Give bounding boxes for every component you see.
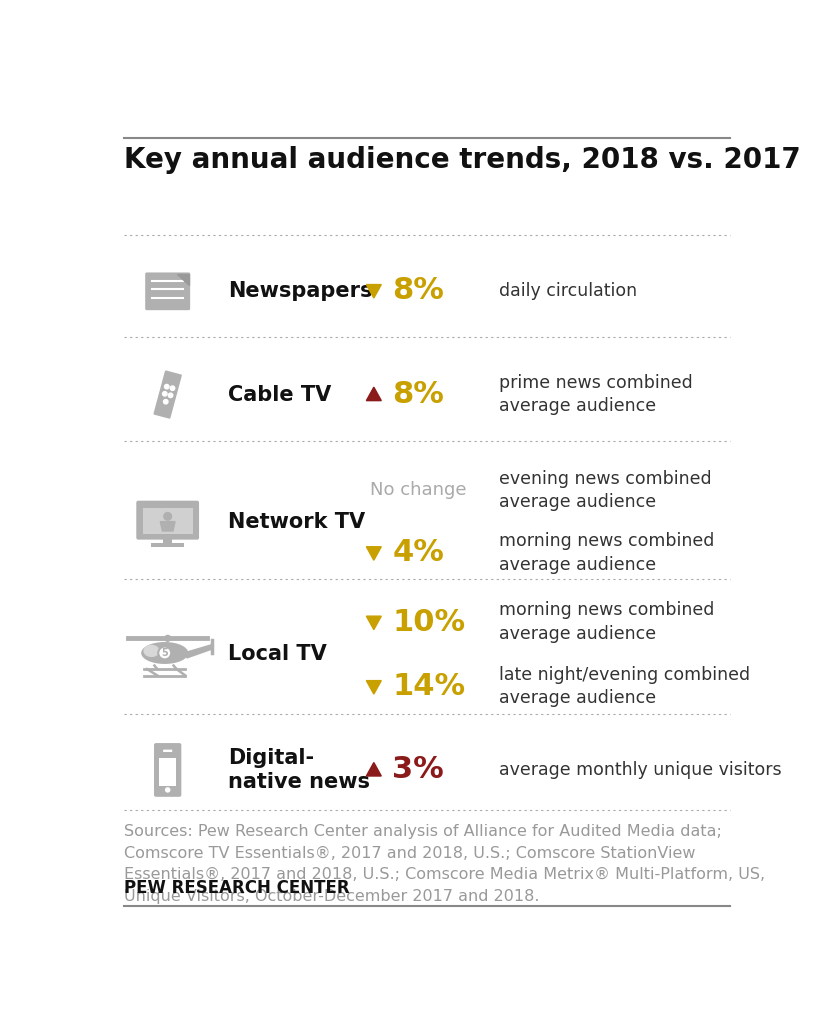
Text: 3%: 3% <box>392 755 444 785</box>
Text: Sources: Pew Research Center analysis of Alliance for Audited Media data;
Comsco: Sources: Pew Research Center analysis of… <box>123 825 765 904</box>
FancyBboxPatch shape <box>145 272 190 310</box>
Polygon shape <box>160 522 175 531</box>
Circle shape <box>168 393 172 398</box>
Text: morning news combined
average audience: morning news combined average audience <box>499 602 715 643</box>
FancyBboxPatch shape <box>154 743 182 797</box>
Polygon shape <box>367 387 382 401</box>
Polygon shape <box>154 371 182 418</box>
Text: evening news combined
average audience: evening news combined average audience <box>499 470 712 512</box>
Circle shape <box>163 400 168 404</box>
Ellipse shape <box>141 642 188 664</box>
Text: 8%: 8% <box>392 276 444 305</box>
Ellipse shape <box>143 644 160 657</box>
Text: Network TV: Network TV <box>228 512 365 532</box>
Text: Local TV: Local TV <box>228 644 327 665</box>
Text: 8%: 8% <box>392 381 444 409</box>
Text: Key annual audience trends, 2018 vs. 2017: Key annual audience trends, 2018 vs. 201… <box>123 146 801 174</box>
Polygon shape <box>187 644 213 658</box>
Polygon shape <box>177 274 188 285</box>
Text: morning news combined
average audience: morning news combined average audience <box>499 532 715 574</box>
FancyBboxPatch shape <box>142 508 192 534</box>
FancyBboxPatch shape <box>137 500 199 540</box>
Text: 4%: 4% <box>392 538 444 568</box>
Bar <box>152 543 184 547</box>
Circle shape <box>158 647 172 660</box>
Text: PEW RESEARCH CENTER: PEW RESEARCH CENTER <box>123 879 349 896</box>
Text: No change: No change <box>370 482 466 499</box>
Text: daily circulation: daily circulation <box>499 281 637 300</box>
Circle shape <box>165 635 171 641</box>
Circle shape <box>162 392 167 396</box>
Text: 5: 5 <box>162 648 168 658</box>
Bar <box>163 538 172 543</box>
Text: 10%: 10% <box>392 608 466 636</box>
Text: 14%: 14% <box>392 672 466 701</box>
Circle shape <box>164 513 172 520</box>
Polygon shape <box>367 616 382 629</box>
Polygon shape <box>367 284 382 298</box>
FancyBboxPatch shape <box>163 750 172 752</box>
Circle shape <box>165 787 171 793</box>
Text: prime news combined
average audience: prime news combined average audience <box>499 373 693 415</box>
Polygon shape <box>367 762 382 776</box>
Text: Cable TV: Cable TV <box>228 385 332 404</box>
Text: average monthly unique visitors: average monthly unique visitors <box>499 761 782 779</box>
Polygon shape <box>367 546 382 561</box>
Polygon shape <box>367 680 382 694</box>
Circle shape <box>164 385 169 389</box>
Text: late night/evening combined
average audience: late night/evening combined average audi… <box>499 666 751 708</box>
Text: Digital-
native news: Digital- native news <box>228 748 370 793</box>
Text: Newspapers: Newspapers <box>228 280 372 301</box>
FancyBboxPatch shape <box>159 758 177 787</box>
Circle shape <box>170 386 175 391</box>
